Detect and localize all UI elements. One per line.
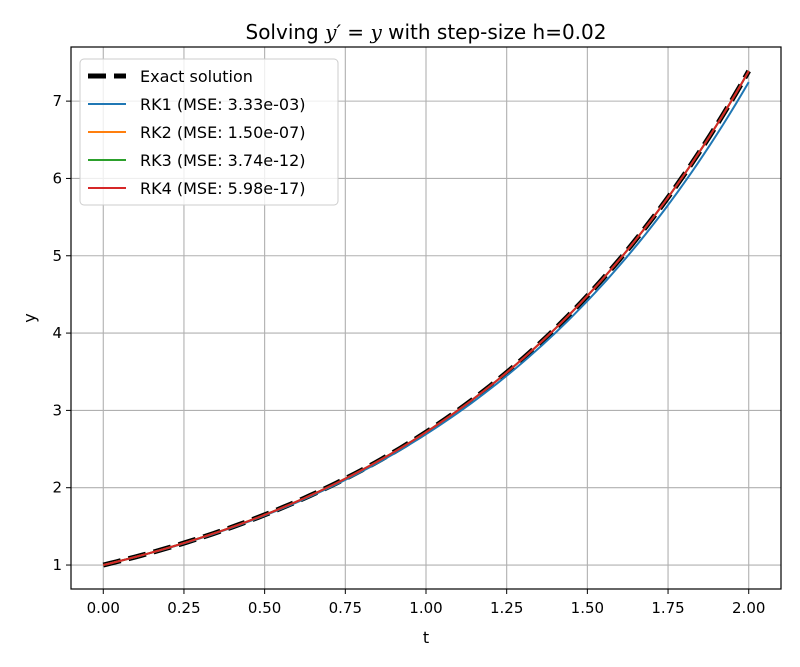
y-axis-label: y: [20, 313, 39, 322]
legend: Exact solution RK1 (MSE: 3.33e-03) RK2 (MS…: [79, 58, 339, 206]
y-tick-label: 7: [52, 92, 62, 110]
series-line-rk4: [103, 70, 750, 567]
title-suffix: with step-size h=0.02: [382, 20, 607, 44]
x-tick-label: 0.00: [87, 599, 120, 617]
x-tick-label: 0.50: [248, 599, 281, 617]
legend-label: RK3 (MSE: 3.74e-12): [140, 151, 306, 170]
y-tick-label: 1: [52, 556, 62, 574]
legend-label: RK4 (MSE: 5.98e-17): [140, 179, 306, 198]
x-tick-label: 1.00: [409, 599, 442, 617]
y-tick-label: 3: [52, 401, 62, 419]
x-axis-ticks: 0.00 0.25 0.50 0.75 1.00 1.25 1.50 1.75 2.00: [87, 589, 765, 617]
y-tick-label: 4: [52, 324, 62, 342]
legend-label: RK2 (MSE: 1.50e-07): [140, 123, 306, 142]
legend-entries: Exact solution RK1 (MSE: 3.33e-03) RK2 (MS…: [88, 67, 306, 198]
title-equation-op: =: [341, 20, 370, 44]
legend-label: Exact solution: [140, 67, 253, 86]
title-prefix: Solving: [246, 20, 326, 44]
y-tick-label: 6: [52, 169, 62, 187]
chart-title: Solving y′ = y with step-size h=0.02: [246, 20, 607, 44]
x-axis-label: t: [423, 628, 429, 647]
legend-label: RK1 (MSE: 3.33e-03): [140, 95, 306, 114]
x-tick-label: 2.00: [732, 599, 765, 617]
x-tick-label: 0.25: [167, 599, 200, 617]
title-equation-lhs: y′: [324, 20, 341, 44]
y-tick-label: 2: [52, 479, 62, 497]
legend-box: [79, 58, 339, 206]
x-tick-label: 0.75: [329, 599, 362, 617]
x-tick-label: 1.25: [490, 599, 523, 617]
title-equation-rhs: y: [369, 20, 382, 44]
x-tick-label: 1.50: [571, 599, 604, 617]
x-tick-label: 1.75: [651, 599, 684, 617]
series-lines: [102, 69, 751, 568]
y-axis-ticks: 1 2 3 4 5 6 7: [52, 92, 71, 574]
y-tick-label: 5: [52, 247, 62, 265]
